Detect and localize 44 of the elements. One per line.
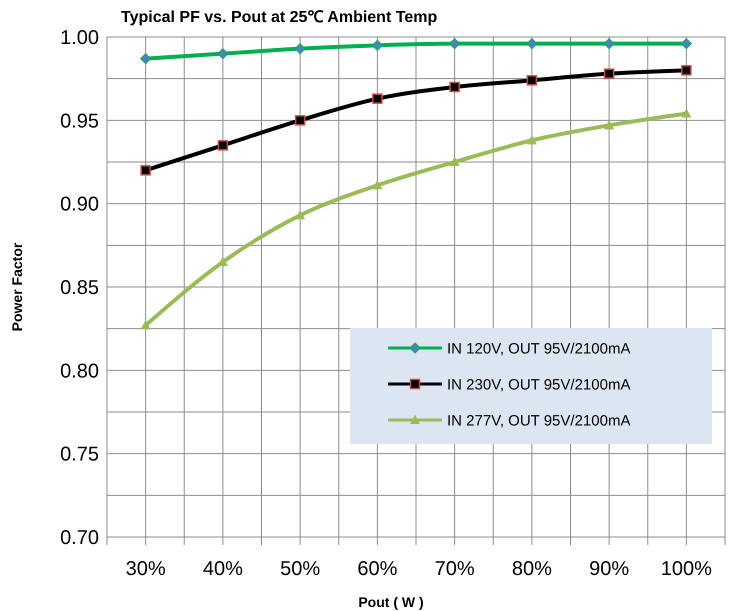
point	[217, 48, 228, 60]
x-tick-label: 70%	[434, 558, 475, 580]
point	[140, 165, 151, 176]
point	[526, 134, 537, 144]
y-tick-label: 0.95	[60, 110, 99, 132]
y-tick-label: 0.90	[60, 194, 99, 216]
chart-title: Typical PF vs. Pout at 25℃ Ambient Temp	[121, 9, 438, 26]
point	[449, 82, 460, 92]
legend-label: IN 277V, OUT 95V/2100mA	[447, 412, 630, 430]
point	[140, 53, 152, 64]
x-axis-title: Pout ( W )	[358, 594, 424, 610]
text: 0.70	[60, 527, 99, 549]
legend-label: IN 120V, OUT 95V/2100mA	[447, 340, 630, 358]
point	[526, 75, 538, 86]
x-tick-label: 90%	[589, 558, 630, 580]
point	[681, 108, 692, 118]
point	[604, 120, 614, 130]
x-tick-label: 40%	[202, 558, 244, 580]
x-tick-label: 100%	[660, 558, 712, 580]
point	[218, 140, 228, 151]
y-tick-label: 1.00	[60, 27, 99, 49]
point	[295, 210, 306, 220]
point	[372, 93, 383, 104]
point	[450, 156, 460, 166]
point	[140, 320, 151, 330]
x-tick-label: 50%	[280, 558, 320, 580]
x-tick-label: 60%	[357, 558, 398, 580]
x-tick-label: 80%	[512, 558, 552, 580]
y-tick-label: 0.80	[60, 360, 99, 382]
point	[372, 40, 383, 51]
point	[372, 180, 382, 190]
point	[294, 43, 306, 54]
point	[680, 38, 692, 50]
point	[681, 65, 692, 76]
point	[604, 68, 614, 79]
y-tick-label: 0.75	[60, 444, 99, 466]
legend-label: IN 230V, OUT 95V/2100mA	[447, 376, 630, 394]
point	[294, 115, 306, 126]
point	[604, 38, 615, 50]
point	[449, 38, 460, 50]
y-axis-title: Power Factor	[9, 242, 25, 332]
y-tick-label: 0.85	[60, 277, 99, 299]
point	[526, 38, 538, 50]
x-tick-label: 30%	[126, 558, 166, 580]
